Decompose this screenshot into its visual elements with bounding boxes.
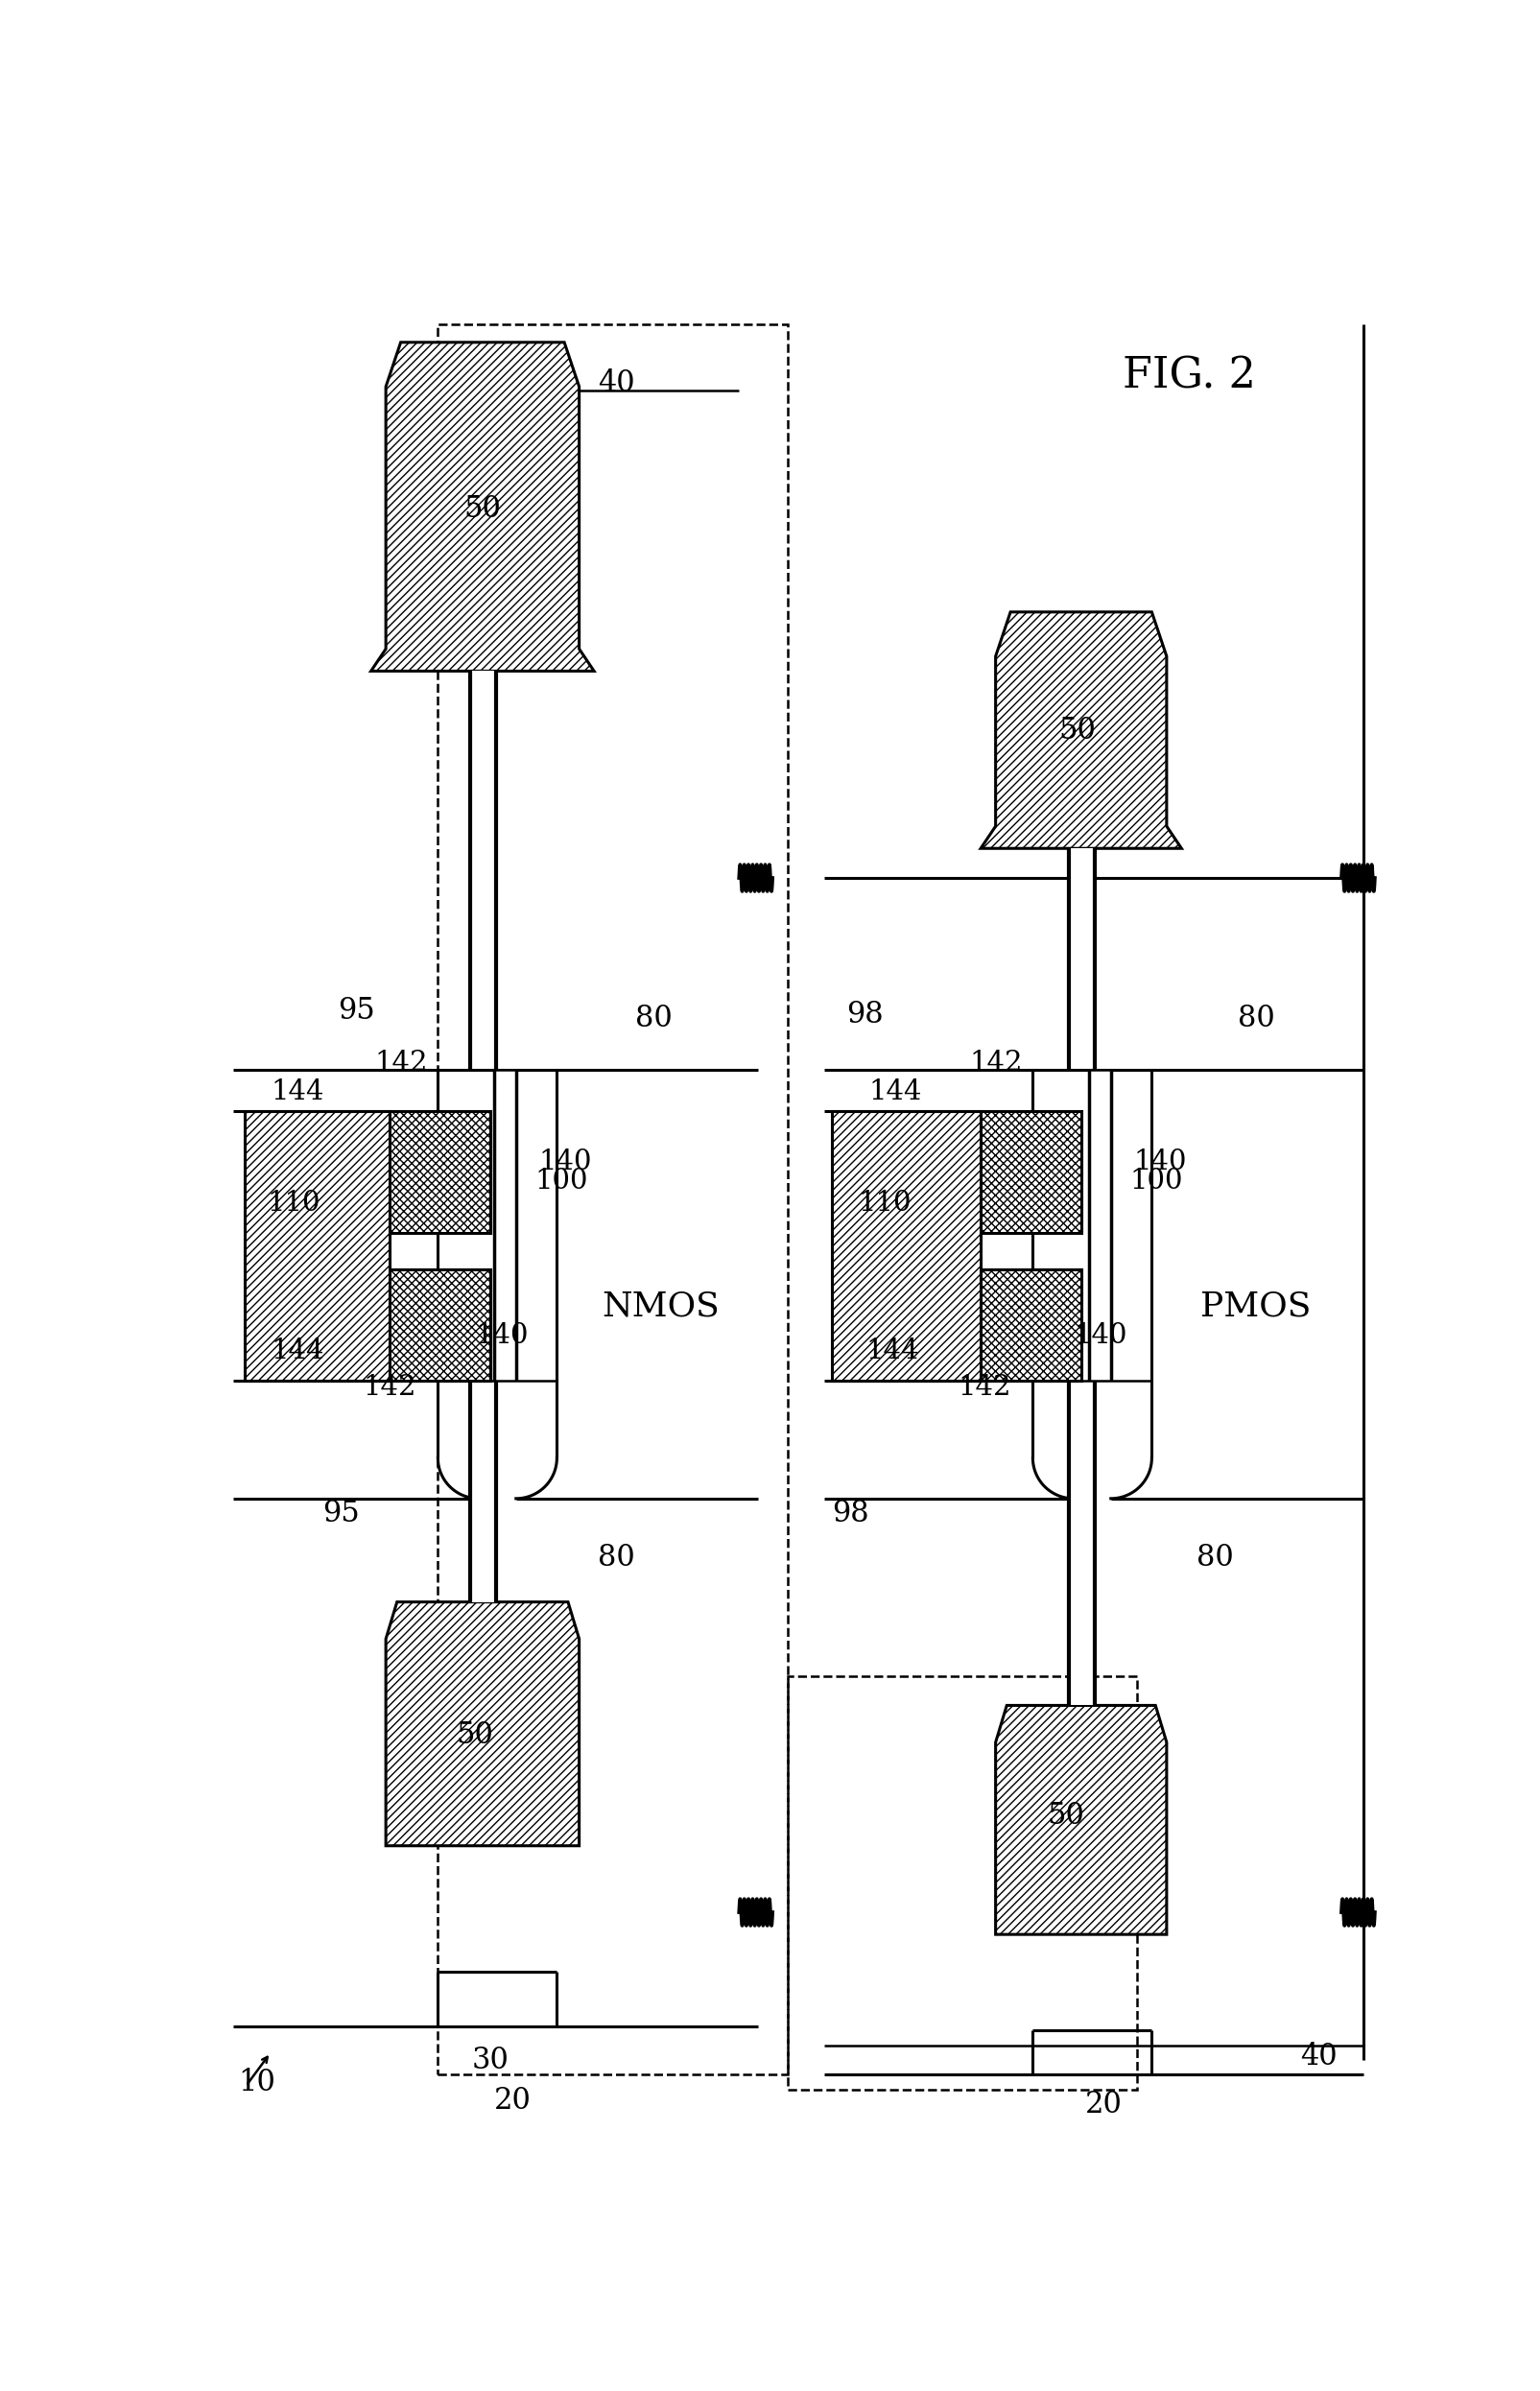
Text: 98: 98 [847,999,884,1031]
Text: 110: 110 [858,1191,912,1217]
Text: 50: 50 [456,1719,494,1750]
Bar [471,1380,496,1602]
Bar [832,1112,981,1380]
Text: 98: 98 [832,1499,869,1528]
Text: 100: 100 [1129,1167,1183,1193]
Polygon shape [981,612,1181,849]
Text: 80: 80 [1237,1004,1275,1033]
Bar [1089,1071,1110,1380]
Text: 142: 142 [970,1050,1023,1076]
Bar [390,1112,490,1234]
Text: 20: 20 [1084,2090,1123,2118]
Text: 144: 144 [271,1337,323,1365]
Bar [245,1112,390,1380]
Text: 20: 20 [494,2085,531,2116]
Bar [981,1112,1081,1234]
Text: 140: 140 [1073,1322,1127,1349]
Text: 80: 80 [1197,1542,1234,1573]
Text: 40: 40 [598,368,634,397]
Text: 80: 80 [634,1004,671,1033]
Text: 144: 144 [865,1337,919,1365]
Text: NMOS: NMOS [602,1291,719,1322]
Polygon shape [371,342,594,672]
Text: 95: 95 [323,1499,360,1528]
Text: 144: 144 [869,1078,922,1105]
Text: 50: 50 [1060,715,1096,746]
Polygon shape [387,1602,579,1846]
Bar [787,1676,1137,2090]
Bar [390,1270,490,1380]
Text: 95: 95 [337,997,374,1026]
Bar [494,1071,516,1380]
Text: 140: 140 [474,1322,528,1349]
Polygon shape [995,1705,1167,1934]
Text: 140: 140 [539,1150,591,1176]
Text: FIG. 2: FIG. 2 [1123,354,1255,397]
Text: 144: 144 [271,1078,323,1105]
Text: PMOS: PMOS [1201,1291,1311,1322]
Text: 142: 142 [958,1375,1012,1401]
Text: 10: 10 [239,2068,276,2097]
Bar [437,323,787,2075]
Text: 142: 142 [374,1050,428,1076]
Text: 100: 100 [534,1167,588,1193]
Bar [1069,849,1093,1071]
Bar [1069,1380,1093,1705]
Text: 142: 142 [363,1375,417,1401]
Text: 140: 140 [1133,1150,1186,1176]
Text: 40: 40 [1300,2042,1338,2071]
Bar [981,1270,1081,1380]
Text: 50: 50 [1047,1800,1084,1832]
Text: 80: 80 [598,1542,634,1573]
Text: 110: 110 [266,1191,320,1217]
Bar [471,672,496,1071]
Text: 50: 50 [464,493,500,524]
Text: 30: 30 [471,2044,508,2075]
